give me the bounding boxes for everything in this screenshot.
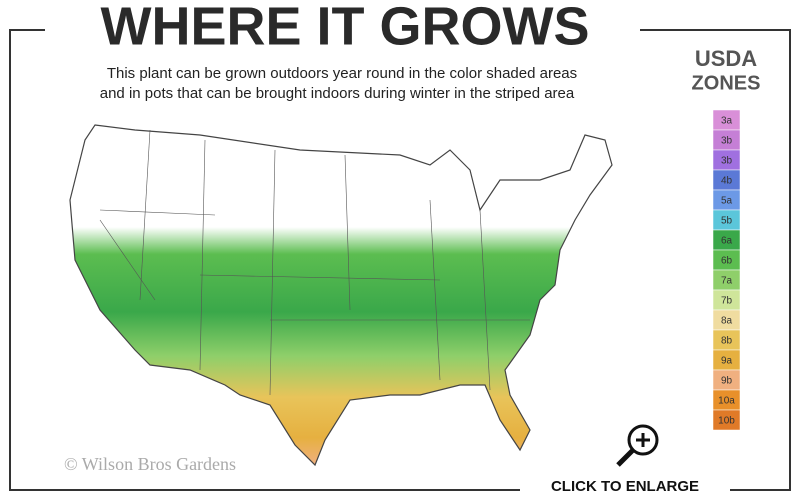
zoom-icon[interactable] — [616, 424, 659, 467]
legend-label: 10b — [718, 416, 735, 427]
description-line: This plant can be grown outdoors year ro… — [107, 65, 577, 82]
legend-label: 10a — [718, 396, 735, 407]
legend-label: 3b — [721, 136, 733, 147]
legend-label: 5a — [721, 196, 733, 207]
legend-title: USDA — [695, 46, 757, 71]
enlarge-link[interactable]: CLICK TO ENLARGE — [551, 478, 699, 495]
legend-label: 6b — [721, 256, 733, 267]
legend-label: 3a — [721, 116, 733, 127]
legend-label: 9a — [721, 356, 733, 367]
legend-label: 8a — [721, 316, 733, 327]
legend-swatch — [712, 409, 741, 431]
legend: 3a 3b 3b 4b 5a 5b 6a 6b 7a 7b 8a 8b 9a 9b 10a 10b — [712, 109, 741, 431]
us-map — [69, 124, 613, 467]
frame — [9, 29, 791, 491]
legend-label: 7a — [721, 276, 733, 287]
legend-label: 6a — [721, 236, 733, 247]
legend-label: 4b — [721, 176, 733, 187]
legend-title: ZONES — [692, 72, 761, 94]
description-line: and in pots that can be brought indoors … — [100, 85, 575, 102]
legend-label: 5b — [721, 216, 733, 227]
copyright: © Wilson Bros Gardens — [64, 454, 236, 474]
legend-label: 8b — [721, 336, 733, 347]
legend-label: 7b — [721, 296, 733, 307]
legend-label: 3b — [721, 156, 733, 167]
legend-label: 9b — [721, 376, 733, 387]
title: WHERE IT GROWS — [101, 0, 590, 56]
